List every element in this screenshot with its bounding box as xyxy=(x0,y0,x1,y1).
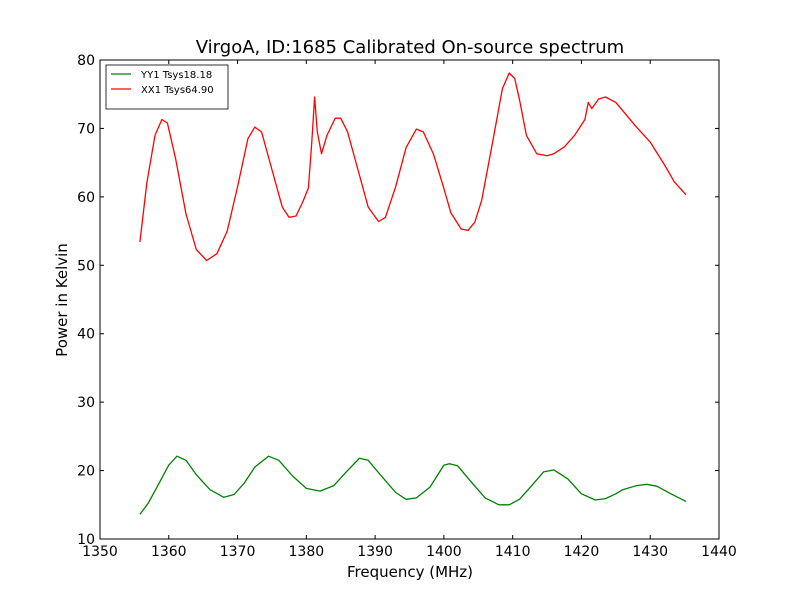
y-axis-label: Power in Kelvin xyxy=(53,243,71,357)
x-tick-label: 1350 xyxy=(82,544,118,560)
x-tick-label: 1440 xyxy=(701,544,737,560)
y-tick-label: 10 xyxy=(77,532,95,548)
x-tick-label: 1380 xyxy=(289,544,325,560)
y-tick-label: 30 xyxy=(77,395,95,411)
y-tick-label: 70 xyxy=(77,121,95,137)
y-tick-label: 50 xyxy=(77,258,95,274)
legend-box xyxy=(105,64,229,110)
plot-area: 1350 1360 1370 1380 1390 1400 1410 1420 1430 1440… xyxy=(77,53,737,560)
plot-frame xyxy=(99,59,720,540)
x-tick-label: 1400 xyxy=(426,544,462,560)
y-tick-label: 60 xyxy=(77,190,95,206)
x-tick-label: 1420 xyxy=(564,544,600,560)
chart-title: VirgoA, ID:1685 Calibrated On-source spe… xyxy=(196,37,624,58)
x-tick-label: 1360 xyxy=(151,544,187,560)
x-tick-label: 1410 xyxy=(495,544,531,560)
x-tick-label: 1370 xyxy=(220,544,256,560)
legend-label: YY1 Tsys18.18 xyxy=(140,70,212,81)
legend: YY1 Tsys18.18 XX1 Tsys64.90 xyxy=(105,64,229,110)
legend-label: XX1 Tsys64.90 xyxy=(141,85,214,96)
y-tick-label: 40 xyxy=(77,327,95,343)
x-tick-label: 1390 xyxy=(357,544,393,560)
y-tick-label: 20 xyxy=(77,464,95,480)
series-line-1 xyxy=(139,455,687,515)
series-line-2 xyxy=(139,72,687,262)
x-tick-label: 1430 xyxy=(632,544,668,560)
y-tick-label: 80 xyxy=(77,53,95,69)
x-axis-label: Frequency (MHz) xyxy=(347,563,473,581)
